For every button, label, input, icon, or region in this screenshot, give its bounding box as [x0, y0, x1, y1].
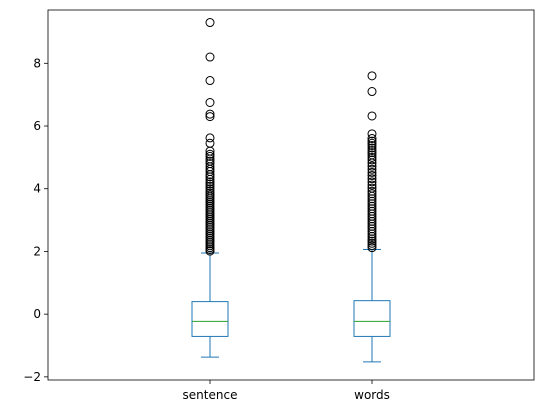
outlier-point	[367, 71, 377, 81]
outlier-point	[205, 76, 215, 86]
outlier-point	[367, 171, 377, 181]
outlier-point	[367, 177, 377, 187]
box-group-words	[353, 71, 391, 363]
outlier-point	[205, 98, 215, 107]
outlier-point	[367, 236, 377, 246]
outlier-point	[205, 151, 215, 161]
outlier-point	[367, 134, 377, 144]
outlier-point	[367, 136, 377, 146]
outlier-point	[205, 174, 215, 184]
outlier-point	[367, 140, 377, 150]
outlier-point	[205, 179, 215, 189]
outlier-point	[205, 172, 215, 182]
axes: −2 0 2 4 6 8 sentence words	[23, 56, 390, 402]
outlier-point	[205, 133, 215, 143]
outlier-point	[367, 129, 377, 139]
outlier-point	[367, 152, 377, 162]
plot-frame	[47, 9, 535, 381]
outlier-point	[367, 148, 377, 158]
outlier-point	[367, 138, 377, 148]
y-tick-label: 6	[33, 119, 41, 133]
outlier-point	[367, 243, 377, 253]
outlier-point	[205, 112, 215, 122]
outlier-point	[205, 177, 215, 187]
outlier-point	[367, 238, 377, 248]
outlier-point	[367, 180, 377, 190]
outlier-point	[367, 240, 377, 250]
outlier-point	[367, 164, 377, 174]
outlier-point	[205, 109, 215, 119]
outlier-point	[367, 161, 377, 171]
iqr-box	[191, 301, 229, 337]
outlier-point	[205, 170, 215, 180]
plot-marks	[191, 18, 391, 363]
outlier-point	[205, 149, 215, 159]
y-tick-label: 8	[33, 56, 41, 70]
x-tick-label: sentence	[183, 388, 238, 402]
y-tick-label: 0	[33, 307, 41, 321]
y-tick-label: 4	[33, 182, 41, 196]
outlier-point	[367, 234, 377, 244]
outlier-point	[367, 167, 377, 177]
outlier-point	[367, 174, 377, 184]
outlier-point	[367, 158, 377, 168]
y-tick-label: 2	[33, 244, 41, 258]
outlier-point	[367, 229, 377, 239]
outlier-point	[367, 143, 377, 153]
outlier-point	[367, 155, 377, 165]
plot-background	[48, 10, 534, 380]
outlier-point	[367, 231, 377, 241]
outlier-point	[205, 18, 215, 28]
outlier-point	[205, 52, 215, 62]
outlier-point	[367, 145, 377, 155]
box-group-sentence	[191, 18, 229, 358]
y-tick-label: −2	[23, 370, 41, 384]
outlier-point	[367, 87, 377, 97]
outlier-point	[367, 111, 377, 121]
x-tick-label: words	[354, 388, 390, 402]
outlier-point	[205, 181, 215, 191]
iqr-box	[353, 300, 391, 337]
outlier-point	[205, 246, 215, 256]
